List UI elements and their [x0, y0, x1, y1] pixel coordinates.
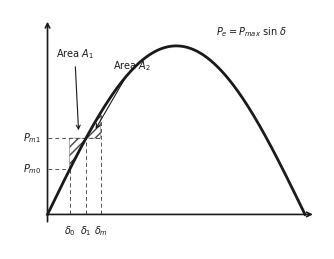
Text: $P_e = P_{max}$ sin $\delta$: $P_e = P_{max}$ sin $\delta$: [215, 25, 287, 39]
Text: Area $A_2$: Area $A_2$: [96, 59, 151, 128]
Text: $\delta_1$: $\delta_1$: [80, 224, 92, 238]
Text: $P_{m0}$: $P_{m0}$: [22, 163, 41, 176]
Text: $\delta_m$: $\delta_m$: [94, 224, 108, 238]
Text: Area $A_1$: Area $A_1$: [56, 47, 94, 129]
Text: $P_{m1}$: $P_{m1}$: [23, 131, 41, 145]
Text: $\delta_0$: $\delta_0$: [64, 224, 75, 238]
